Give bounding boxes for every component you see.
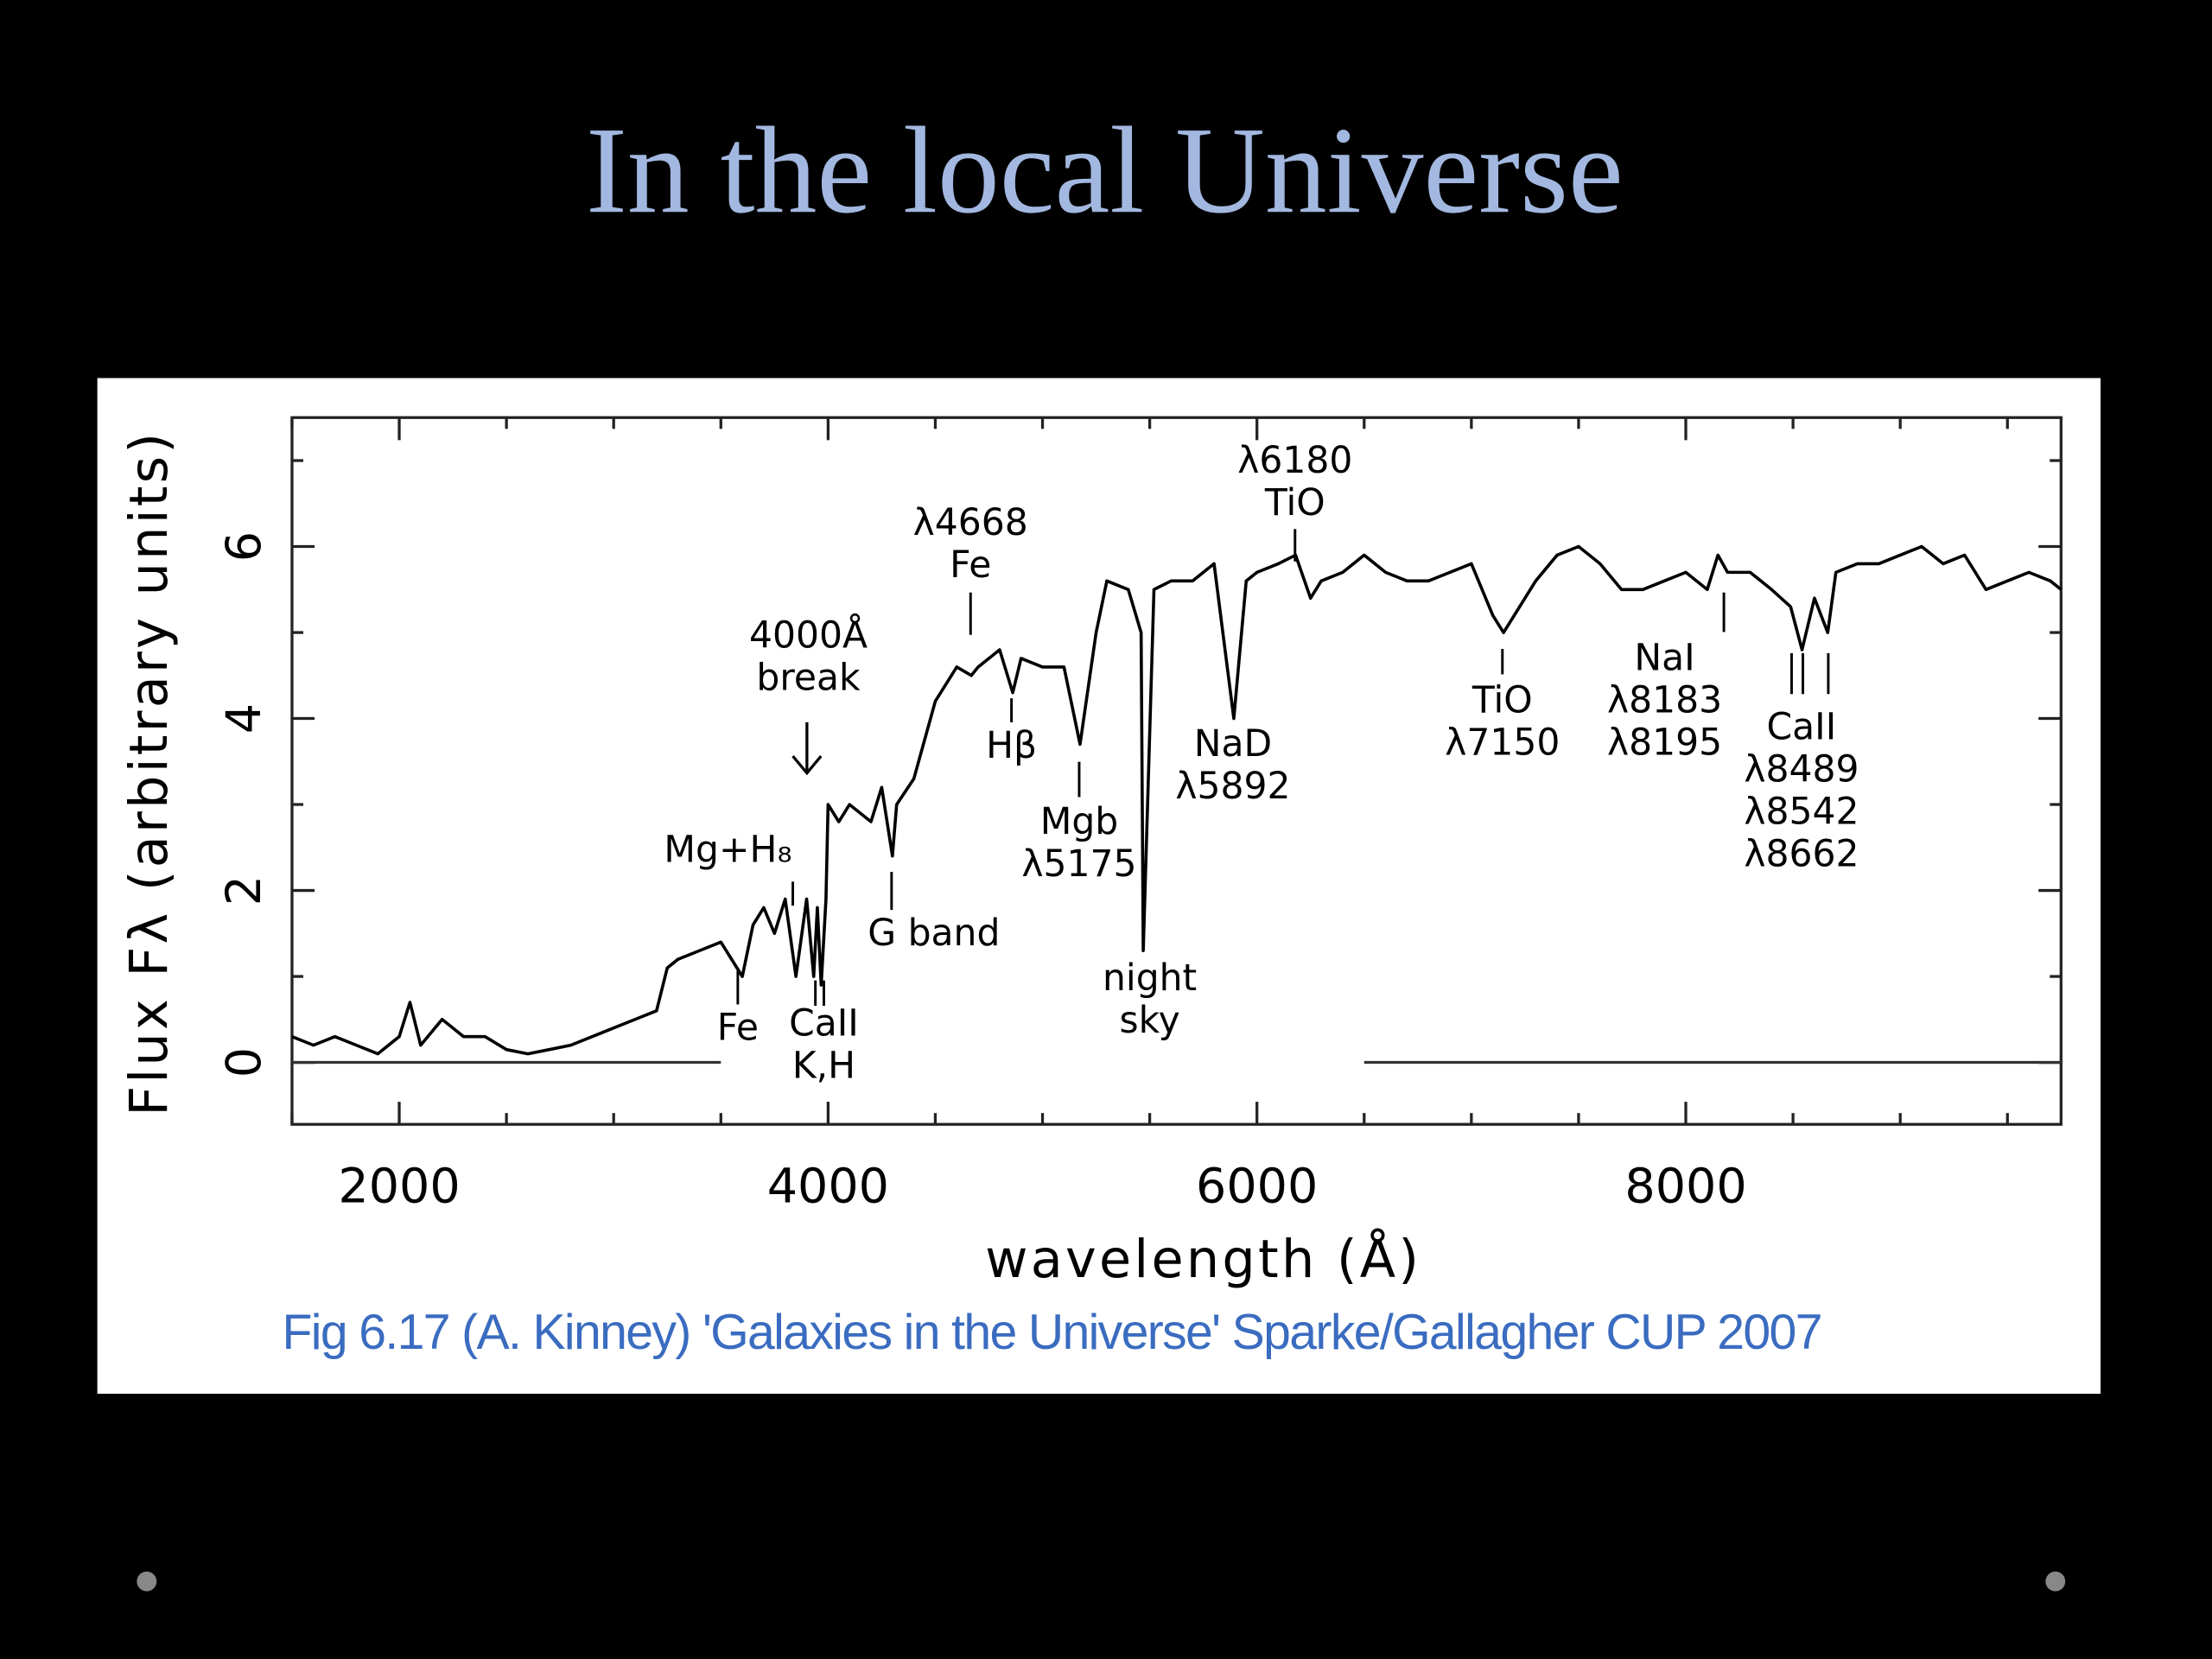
figure-panel xyxy=(97,378,2101,1395)
annotation: night xyxy=(1103,957,1197,1000)
annotation: break xyxy=(756,657,861,699)
nav-dot[interactable] xyxy=(137,1571,157,1592)
slide-title: In the local Universe xyxy=(586,102,1624,239)
plot-frame xyxy=(290,416,2063,1126)
x-tick-label: 4000 xyxy=(767,1158,889,1214)
annotation: Mg+H₈ xyxy=(664,830,791,872)
annotation: NaD xyxy=(1194,723,1272,766)
y-tick-label: 6 xyxy=(216,531,272,562)
x-tick-label: 6000 xyxy=(1196,1158,1318,1214)
annotation: λ8662 xyxy=(1744,834,1859,876)
x-tick-label: 8000 xyxy=(1624,1158,1746,1214)
nav-dot[interactable] xyxy=(2045,1571,2066,1592)
annotation: λ8542 xyxy=(1744,791,1859,834)
annotation: TiO xyxy=(1264,482,1325,524)
annotation: CaII xyxy=(789,1002,859,1045)
annotation: NaI xyxy=(1634,638,1694,680)
annotation: CaII xyxy=(1767,707,1837,749)
x-tick-label: 2000 xyxy=(338,1158,460,1214)
y-tick-label: 4 xyxy=(216,703,272,734)
x-axis-label: wavelength (Å) xyxy=(985,1229,1421,1290)
annotation: λ8183 xyxy=(1607,680,1722,722)
annotation: 4000Å xyxy=(749,613,868,657)
break-arrow xyxy=(791,721,823,776)
annotation: G band xyxy=(868,912,1000,955)
annotation: sky xyxy=(1119,1000,1179,1042)
annotation: Mgb xyxy=(1040,801,1119,843)
annotation: Hβ xyxy=(986,725,1037,767)
annotation: λ7150 xyxy=(1445,722,1560,765)
annotation: λ8489 xyxy=(1744,749,1859,791)
annotation: K,H xyxy=(792,1045,855,1087)
annotation: λ6180 xyxy=(1237,440,1352,482)
annotation: λ8195 xyxy=(1607,722,1722,765)
annotation: λ4668 xyxy=(913,502,1028,544)
y-tick-label: 2 xyxy=(216,875,272,906)
caption: Fig 6.17 (A. Kinney) 'Galaxies in the Un… xyxy=(283,1305,1821,1360)
annotation: Fe xyxy=(717,1007,759,1049)
annotation: λ5892 xyxy=(1175,766,1290,808)
annotation: TiO xyxy=(1471,680,1533,722)
annotation: λ5175 xyxy=(1021,843,1136,886)
spectrum-line xyxy=(291,544,2063,1056)
y-tick-label: 0 xyxy=(216,1047,272,1077)
y-axis-label: Flux Fλ (arbitrary units) xyxy=(119,430,180,1116)
annotation: Fe xyxy=(950,544,991,587)
